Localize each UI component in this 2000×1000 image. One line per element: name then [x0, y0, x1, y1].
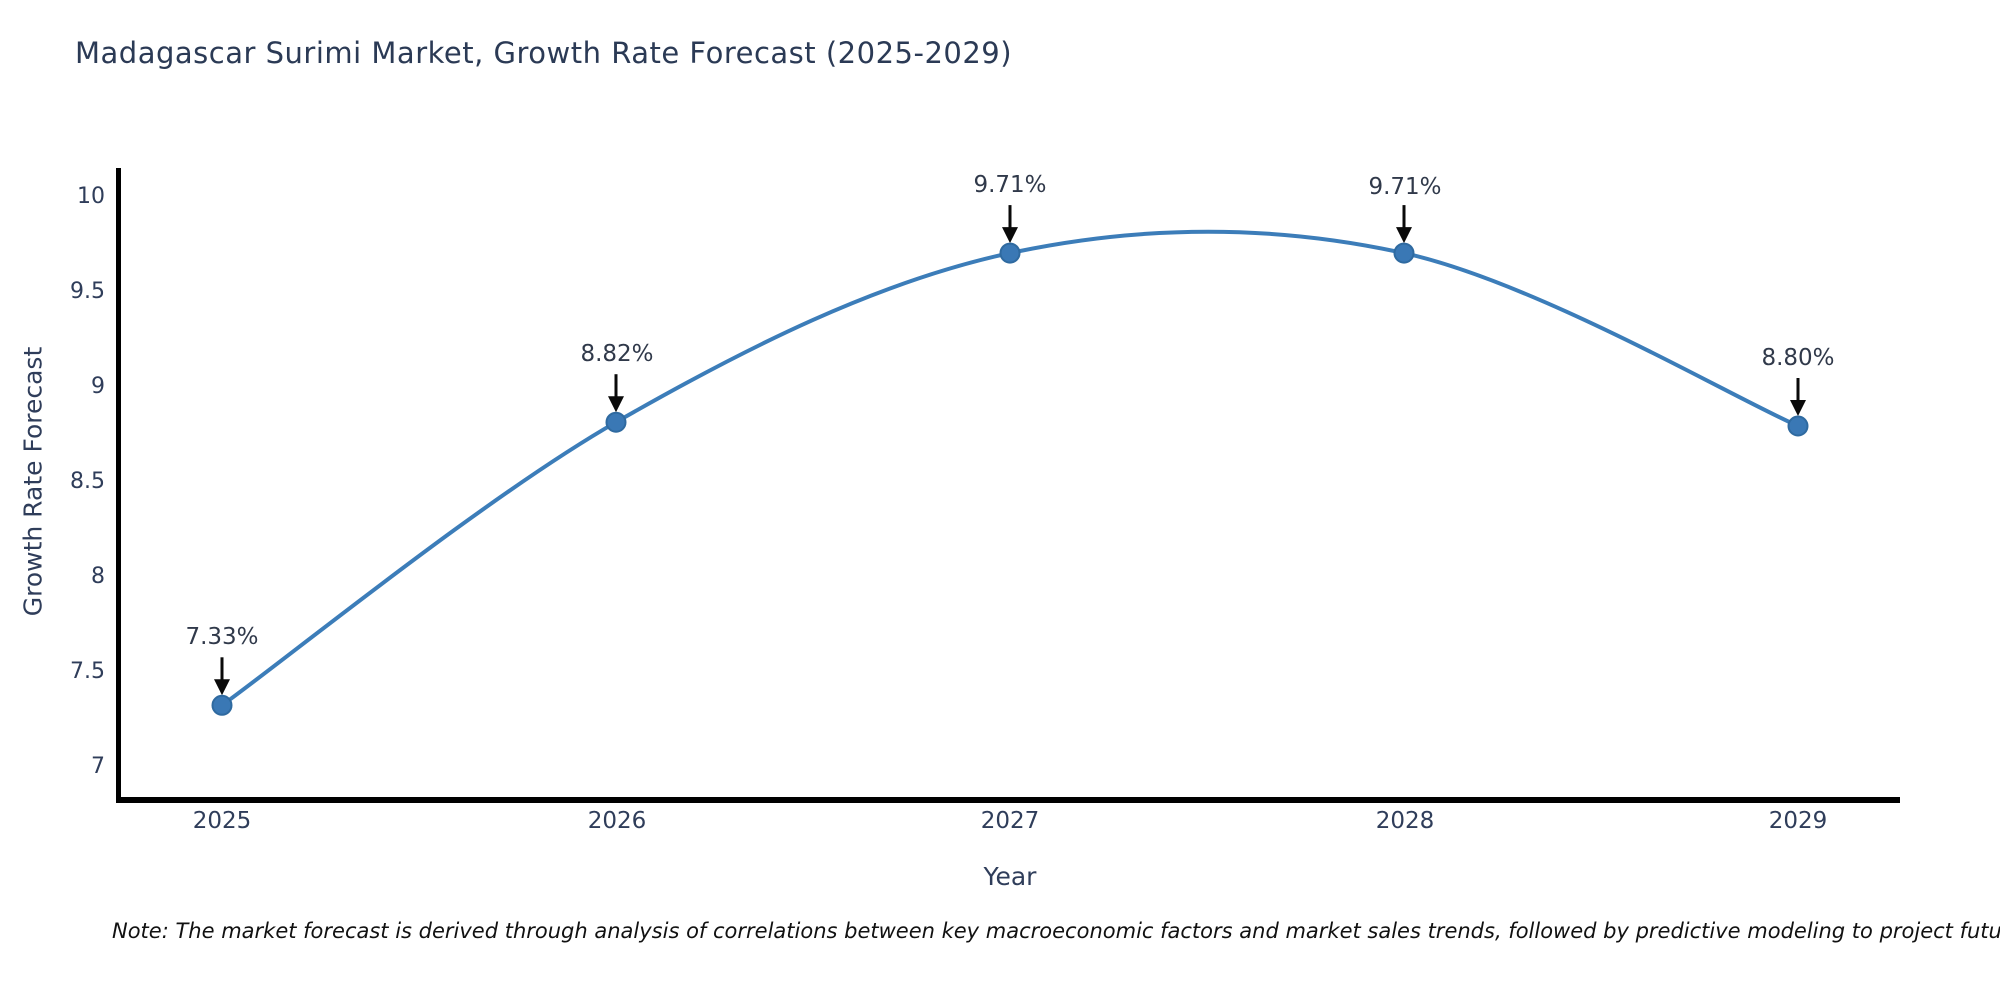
x-tick-label: 2029 [1768, 808, 1828, 834]
footnote: Note: The market forecast is derived thr… [112, 919, 2000, 943]
data-point-marker [999, 242, 1021, 264]
y-tick-label: 8.5 [70, 469, 105, 494]
point-annotation: 8.82% [580, 341, 654, 367]
chart-title: Madagascar Surimi Market, Growth Rate Fo… [75, 36, 1013, 70]
annotation-arrow-head [1396, 227, 1412, 244]
y-tick-label: 10 [77, 184, 105, 209]
annotation-arrow-head [214, 679, 230, 696]
x-tick-label: 2025 [192, 808, 252, 834]
x-axis-title: Year [983, 862, 1037, 891]
y-tick-label: 9 [91, 374, 105, 399]
data-point-marker [1787, 415, 1809, 437]
trend-line [220, 229, 1799, 707]
point-annotation: 9.71% [1368, 174, 1442, 200]
point-annotation: 7.33% [185, 624, 259, 650]
y-tick-label: 9.5 [70, 279, 105, 304]
point-annotation: 9.71% [973, 172, 1047, 198]
data-point-marker [605, 411, 627, 433]
x-tick-label: 2026 [587, 808, 647, 834]
data-point-marker [211, 694, 233, 716]
x-tick-label: 2028 [1375, 808, 1435, 834]
y-tick-label: 8 [91, 564, 105, 589]
annotation-arrow-head [1002, 227, 1018, 244]
y-tick-label: 7.5 [70, 659, 105, 684]
x-tick-label: 2027 [980, 808, 1040, 834]
y-axis-spine [116, 168, 121, 802]
annotation-arrow-head [608, 396, 624, 413]
x-axis-spine [116, 797, 1900, 803]
point-annotation: 8.80% [1761, 345, 1835, 371]
data-point-marker [1393, 242, 1415, 264]
annotation-arrow-head [1790, 400, 1806, 416]
y-tick-label: 7 [91, 754, 105, 779]
